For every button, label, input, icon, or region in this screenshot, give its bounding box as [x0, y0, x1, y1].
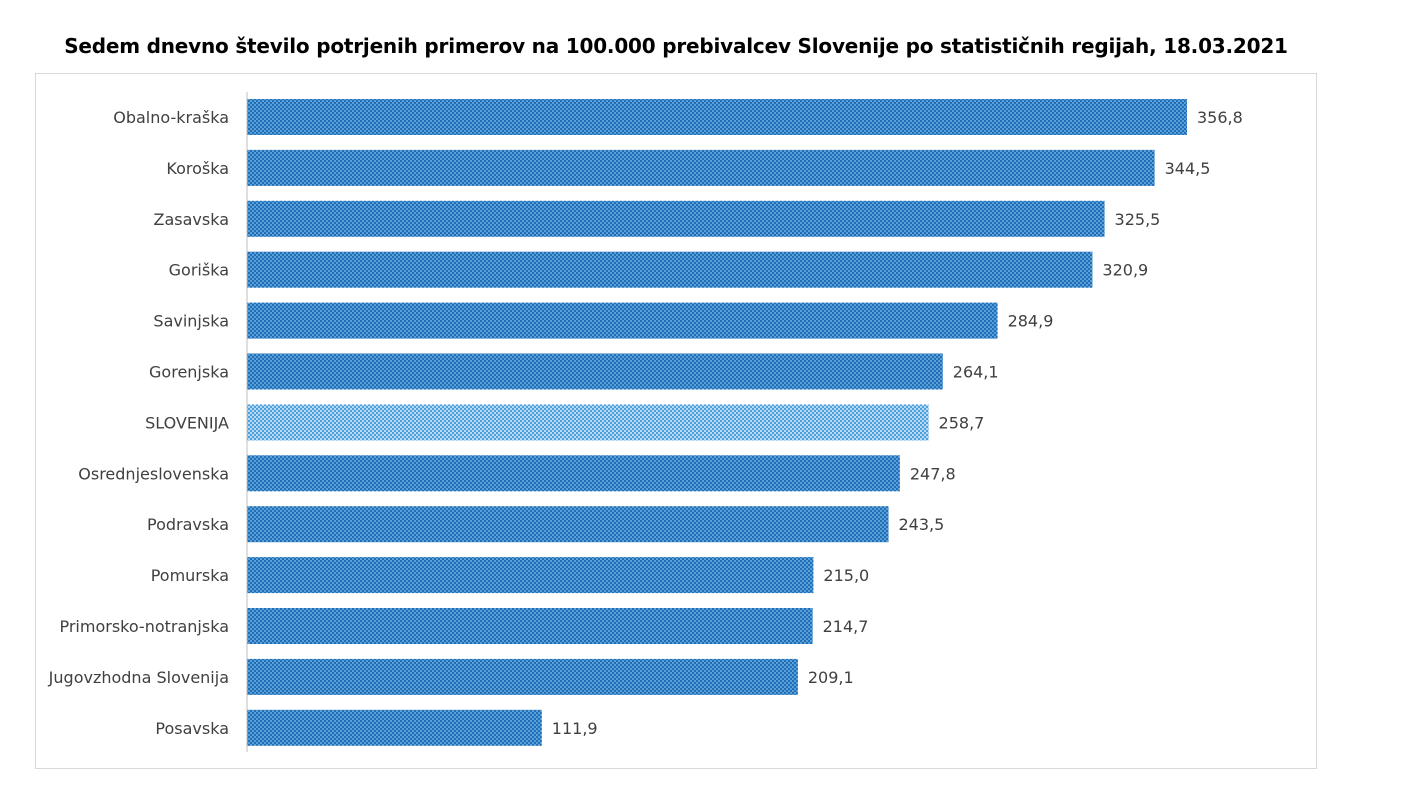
value-label: 264,1 [953, 363, 999, 382]
bar-2 [247, 200, 1105, 237]
bars-layer: Obalno-kraška 356,8 Koroška 344,5 Zasavska 32… [48, 99, 1243, 746]
value-label: 258,7 [939, 413, 985, 432]
category-label: SLOVENIJA [145, 413, 229, 432]
value-label: 325,5 [1115, 210, 1161, 229]
value-label: 344,5 [1165, 159, 1211, 178]
bar-0 [247, 99, 1187, 135]
bar-11 [247, 658, 798, 695]
category-label: Zasavska [154, 210, 230, 229]
bar-5 [247, 353, 943, 390]
category-label: Primorsko-notranjska [59, 617, 229, 636]
value-label: 214,7 [823, 617, 869, 636]
value-label: 247,8 [910, 464, 956, 483]
bar-6 [247, 404, 929, 441]
category-label: Gorenjska [149, 363, 229, 382]
bar-10 [247, 608, 813, 644]
category-label: Pomurska [151, 566, 229, 585]
category-label: Koroška [166, 159, 229, 178]
category-label: Osrednjeslovenska [78, 464, 229, 483]
chart-area: Obalno-kraška 356,8 Koroška 344,5 Zasavska 32… [35, 73, 1317, 769]
category-label: Posavska [155, 719, 229, 738]
value-label: 215,0 [823, 566, 869, 585]
bar-1 [247, 149, 1155, 186]
bar-3 [247, 251, 1093, 288]
chart-title: Sedem dnevno število potrjenih primerov … [64, 34, 1288, 58]
value-label: 243,5 [899, 515, 945, 534]
category-label: Jugovzhodna Slovenija [48, 668, 229, 687]
bar-7 [247, 455, 900, 492]
bar-9 [247, 557, 814, 594]
value-label: 356,8 [1197, 108, 1243, 127]
bar-4 [247, 302, 998, 339]
category-label: Obalno-kraška [113, 108, 229, 127]
value-label: 284,9 [1008, 312, 1054, 331]
category-label: Goriška [169, 261, 229, 280]
category-label: Podravska [147, 515, 229, 534]
value-label: 320,9 [1102, 261, 1148, 280]
category-label: Savinjska [153, 312, 229, 331]
bar-8 [247, 506, 889, 543]
bar-12 [247, 709, 542, 746]
bar-chart: Obalno-kraška 356,8 Koroška 344,5 Zasavska 32… [48, 92, 1243, 752]
value-label: 209,1 [808, 668, 854, 687]
value-label: 111,9 [552, 719, 598, 738]
